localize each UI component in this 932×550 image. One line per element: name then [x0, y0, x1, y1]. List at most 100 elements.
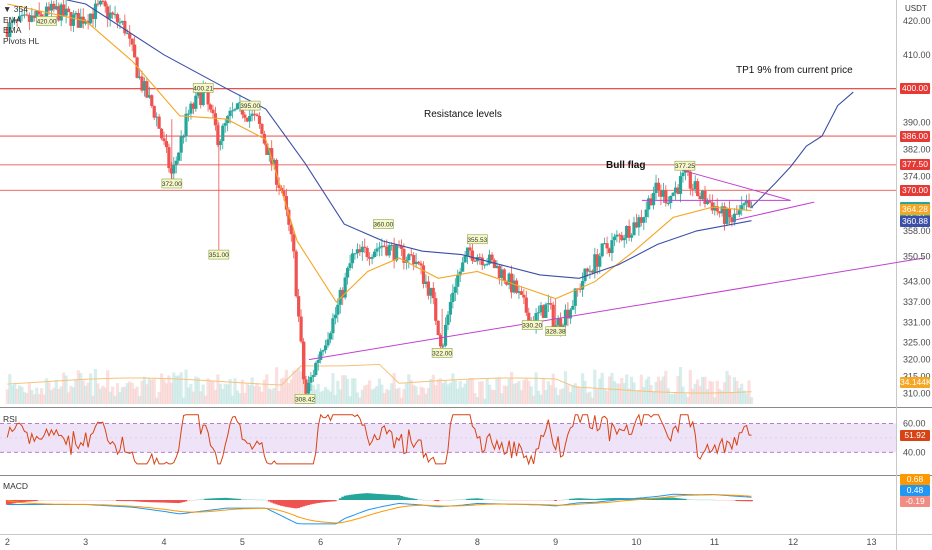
candle	[248, 115, 252, 122]
macd-histogram-bar	[693, 499, 697, 501]
candle	[490, 254, 494, 261]
volume-bar	[514, 383, 519, 404]
trend-line	[308, 257, 924, 361]
candle	[299, 316, 303, 342]
candle	[133, 44, 137, 58]
volume-bar	[194, 376, 198, 404]
macd-histogram-bar	[537, 500, 540, 501]
macd-histogram-bar	[196, 499, 200, 501]
candle	[341, 289, 345, 298]
macd-histogram-bar	[363, 493, 367, 500]
time-tick-label: 6	[318, 537, 323, 547]
macd-histogram-bar	[348, 494, 352, 500]
volume-bar	[558, 389, 563, 404]
macd-histogram-bar	[179, 500, 183, 503]
volume-bar	[84, 385, 88, 404]
macd-histogram-bar	[238, 498, 242, 500]
macd-histogram-bar	[123, 500, 127, 502]
macd-histogram-bar	[588, 498, 592, 500]
candle	[323, 345, 328, 351]
macd-histogram-bar	[72, 500, 75, 501]
macd-histogram-bar	[74, 500, 78, 501]
rsi-pane-label[interactable]: RSI	[3, 414, 18, 424]
volume-bar	[576, 386, 580, 404]
volume-bar	[485, 378, 489, 404]
volume-bar	[603, 388, 607, 404]
candle	[414, 261, 418, 265]
macd-histogram-bar	[89, 500, 92, 501]
volume-bar	[421, 387, 426, 404]
candle	[368, 257, 372, 259]
volume-bar	[568, 392, 572, 404]
volume-bar	[683, 393, 688, 404]
price-tick-label: 350.50	[903, 251, 931, 261]
volume-bar	[181, 397, 186, 404]
macd-histogram-bar	[512, 500, 516, 501]
candle	[174, 160, 178, 165]
candle	[189, 103, 193, 114]
candle	[118, 22, 122, 24]
candle	[20, 15, 24, 17]
volume-bar	[441, 383, 445, 404]
candle	[184, 113, 188, 137]
macd-histogram-bar	[47, 500, 51, 501]
macd-histogram-bar	[358, 493, 362, 500]
volume-bar	[725, 370, 729, 404]
volume-bar	[534, 372, 538, 404]
trend-line	[731, 201, 815, 222]
volume-bar	[240, 379, 244, 404]
volume-bar	[397, 387, 401, 404]
macd-histogram-bar	[228, 498, 232, 500]
candle	[301, 341, 306, 380]
volume-bar	[76, 370, 80, 404]
macd-histogram-bar	[510, 500, 514, 501]
macd-histogram-bar	[659, 497, 663, 500]
volume-bar	[681, 386, 685, 404]
macd-histogram-bar	[172, 500, 176, 503]
candle	[47, 6, 51, 11]
candle	[162, 138, 166, 142]
rsi-value-badge: 51.92	[900, 429, 930, 441]
macd-histogram-bar	[718, 500, 722, 501]
volume-bar	[331, 373, 335, 404]
volume-bar	[262, 379, 266, 404]
candle	[705, 200, 710, 204]
candle	[314, 362, 318, 376]
candle	[382, 245, 386, 247]
volume-bar	[62, 372, 66, 404]
macd-value-badge: 0.48	[900, 484, 930, 496]
volume-bar	[17, 385, 22, 404]
volume-bar	[260, 391, 264, 404]
legend-ema-2[interactable]: EMA	[3, 25, 22, 35]
candle	[637, 217, 641, 228]
volume-bar	[713, 397, 717, 404]
macd-histogram-bar	[402, 496, 406, 500]
volume-bar	[169, 382, 173, 404]
time-tick-label: 11	[710, 537, 719, 547]
macd-histogram-bar	[737, 500, 741, 502]
candle	[309, 376, 313, 383]
candle	[627, 225, 631, 238]
volume-bar	[208, 380, 213, 404]
macd-histogram-bar	[404, 497, 408, 500]
candle	[639, 217, 643, 223]
pivot-label: 355.53	[467, 237, 487, 244]
volume-bar	[238, 393, 242, 404]
macd-histogram-bar	[561, 499, 565, 501]
candle	[282, 191, 286, 197]
macd-histogram-bar	[15, 500, 19, 503]
macd-histogram-bar	[221, 497, 225, 500]
volume-bar	[443, 380, 448, 404]
legend-pivots[interactable]: Pivots HL	[3, 35, 40, 46]
volume-bar	[186, 387, 191, 404]
macd-pane-label[interactable]: MACD	[3, 481, 29, 491]
candle	[571, 305, 575, 310]
candle	[338, 289, 342, 305]
legend-ema-1[interactable]: EMA	[3, 14, 22, 25]
macd-histogram-bar	[703, 499, 707, 501]
macd-histogram-bar	[233, 498, 237, 500]
pivot-label: 308.42	[295, 396, 315, 403]
volume-bar	[319, 391, 323, 404]
volume-bar	[737, 387, 741, 404]
